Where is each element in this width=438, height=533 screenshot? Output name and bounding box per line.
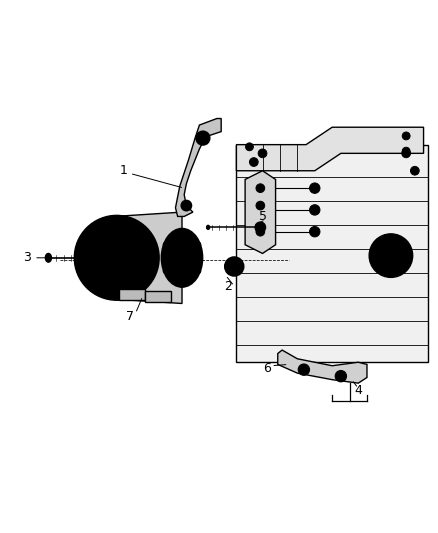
Circle shape [230, 262, 239, 271]
Circle shape [335, 370, 346, 382]
Circle shape [246, 143, 253, 151]
Circle shape [179, 281, 185, 287]
Circle shape [310, 205, 320, 215]
Circle shape [410, 166, 419, 175]
Ellipse shape [106, 247, 127, 269]
Circle shape [256, 228, 265, 236]
Circle shape [402, 147, 410, 155]
Circle shape [169, 245, 195, 271]
Polygon shape [176, 118, 221, 216]
Text: 7: 7 [126, 310, 134, 323]
Polygon shape [278, 350, 367, 383]
Circle shape [163, 241, 169, 248]
Circle shape [163, 268, 169, 274]
Ellipse shape [46, 254, 51, 262]
Ellipse shape [369, 234, 413, 277]
Text: 5: 5 [258, 210, 266, 223]
Text: 6: 6 [263, 362, 271, 375]
Circle shape [256, 184, 265, 192]
Polygon shape [237, 127, 424, 171]
Circle shape [109, 250, 124, 265]
FancyBboxPatch shape [237, 144, 428, 362]
Circle shape [256, 201, 265, 210]
Circle shape [375, 240, 406, 271]
Circle shape [402, 149, 410, 158]
Ellipse shape [161, 229, 203, 287]
Polygon shape [115, 212, 182, 303]
Circle shape [310, 183, 320, 193]
Ellipse shape [74, 215, 159, 300]
Polygon shape [245, 171, 276, 254]
Circle shape [196, 131, 210, 145]
Ellipse shape [255, 222, 265, 232]
Circle shape [402, 132, 410, 140]
Circle shape [195, 241, 201, 248]
FancyBboxPatch shape [119, 289, 145, 300]
Text: 2: 2 [224, 280, 232, 293]
Circle shape [310, 227, 320, 237]
Circle shape [179, 229, 185, 235]
FancyBboxPatch shape [145, 290, 171, 302]
Circle shape [177, 253, 187, 263]
Text: 1: 1 [119, 164, 127, 177]
Text: 3: 3 [24, 251, 32, 264]
Circle shape [181, 200, 191, 211]
Circle shape [258, 149, 267, 158]
Circle shape [250, 158, 258, 166]
Text: 4: 4 [354, 384, 362, 397]
Circle shape [298, 364, 310, 375]
Ellipse shape [206, 225, 210, 230]
Circle shape [225, 257, 244, 276]
Circle shape [195, 268, 201, 274]
